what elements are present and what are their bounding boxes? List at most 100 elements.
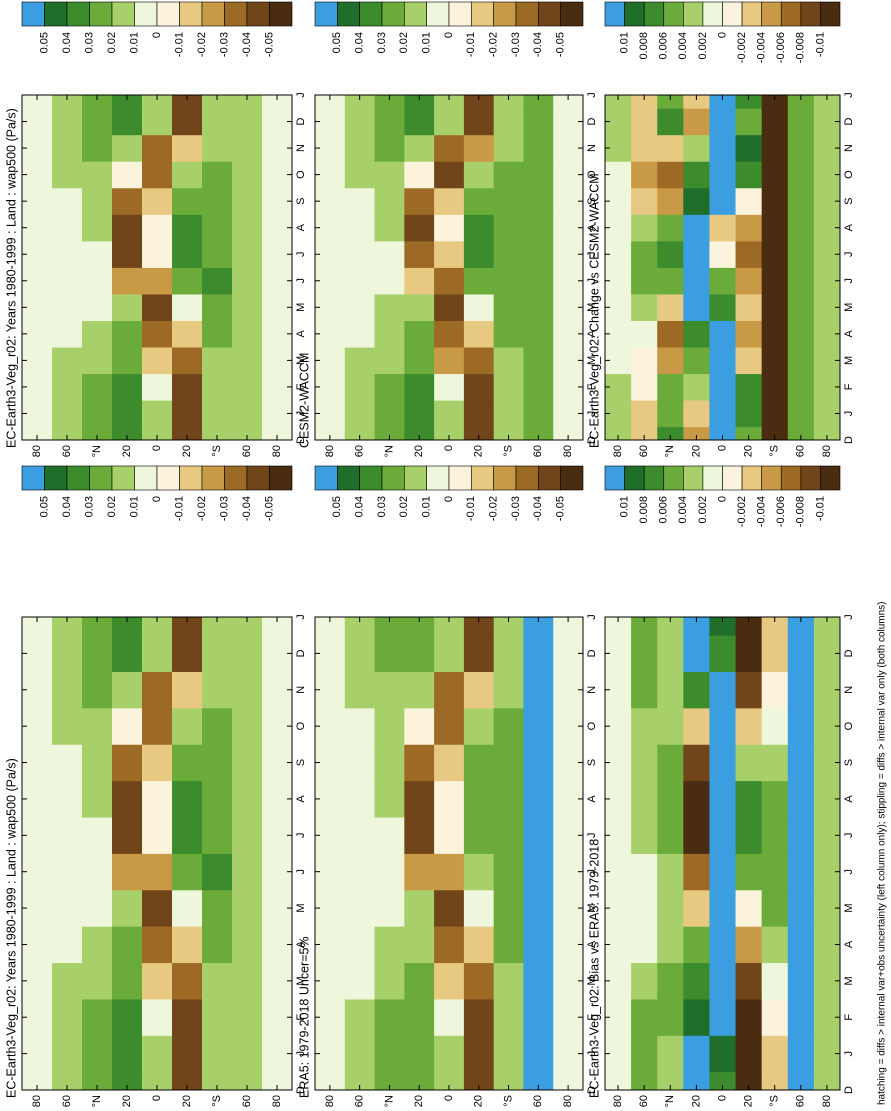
x-tick-label: J: [295, 1051, 307, 1057]
field-cell: [52, 95, 83, 109]
field-cell: [761, 134, 789, 162]
field-cell: [82, 267, 113, 295]
field-cell: [202, 347, 233, 375]
field-cell: [22, 889, 53, 927]
field-cell: [112, 373, 143, 401]
field-cell: [52, 161, 83, 189]
field-cell: [315, 617, 346, 636]
field-cell: [82, 161, 113, 189]
field-cell: [683, 267, 710, 295]
field-cell: [112, 817, 143, 854]
field-cell: [787, 744, 815, 782]
field-cell: [683, 853, 710, 891]
field-cell: [463, 240, 495, 268]
field-cell: [523, 889, 554, 927]
field-cell: [657, 817, 684, 854]
x-tick-label: J: [295, 869, 307, 875]
field-cell: [22, 926, 53, 964]
field-cell: [463, 347, 495, 375]
x-tick-label: M: [586, 976, 598, 985]
field-cell: [463, 400, 495, 428]
field-cell: [315, 267, 346, 295]
x-tick-label: S: [295, 759, 307, 766]
colorbar-label: -0.01: [173, 32, 185, 57]
x-tick-label: J: [843, 833, 855, 839]
field-cell: [787, 780, 815, 818]
field-cell: [657, 617, 684, 636]
field-cell: [404, 400, 435, 428]
field-cell: [82, 926, 113, 964]
field-cell: [374, 134, 405, 162]
field-cell: [112, 707, 143, 745]
x-tick-label: N: [295, 144, 307, 152]
field-cell: [374, 671, 405, 709]
field-cell: [344, 400, 375, 428]
x-tick-label: A: [295, 330, 307, 338]
field-cell: [315, 426, 346, 441]
field-cell: [22, 635, 53, 672]
field-cell: [434, 671, 465, 709]
field-cell: [82, 707, 113, 745]
field-cell: [82, 187, 113, 215]
field-cell: [683, 1071, 710, 1091]
colorbar-box: [156, 1, 180, 27]
x-tick-label: J: [586, 614, 598, 620]
field-cell: [683, 926, 710, 964]
y-tick-label: °S: [502, 445, 514, 457]
y-tick-label: °S: [211, 1095, 223, 1107]
field-cell: [315, 95, 346, 109]
field-cell: [813, 1071, 841, 1091]
field-cell: [82, 1035, 113, 1073]
field-cell: [202, 817, 233, 854]
colorbar-box: [448, 1, 472, 27]
x-tick-label: M: [843, 976, 855, 985]
field-cell: [52, 707, 83, 745]
colorbar-label: -0.01: [465, 32, 477, 57]
field-cell: [232, 926, 263, 964]
field-cell: [813, 426, 841, 441]
field-cell: [657, 400, 684, 428]
field-cell: [523, 108, 554, 136]
field-cell: [787, 426, 815, 441]
colorbar-label: 0.01: [618, 32, 630, 53]
field-cell: [142, 134, 173, 162]
field-cell: [142, 889, 173, 927]
colorbar-box: [471, 1, 494, 27]
y-tick-label: 80: [271, 445, 283, 457]
field-cell: [142, 426, 173, 441]
field-cell: [112, 744, 143, 782]
field-cell: [82, 999, 113, 1036]
field-cell: [709, 320, 736, 348]
field-cell: [631, 744, 658, 782]
field-cell: [434, 320, 465, 348]
field-cell: [657, 1035, 684, 1073]
field-cell: [813, 95, 841, 109]
field-cell: [344, 214, 375, 242]
field-cell: [344, 744, 375, 782]
field-cell: [493, 780, 524, 818]
colorbar-box: [683, 465, 704, 491]
colorbar-box: [269, 465, 293, 491]
field-cell: [374, 95, 405, 109]
field-cell: [112, 926, 143, 964]
field-cell: [344, 187, 375, 215]
y-tick-label: 60: [61, 1095, 73, 1107]
colorbar-box: [89, 465, 113, 491]
field-cell: [493, 240, 524, 268]
y-tick-label: 80: [324, 1095, 336, 1107]
field-cell: [709, 926, 736, 964]
field-cell: [315, 707, 346, 745]
field-cell: [631, 108, 658, 136]
field-cell: [202, 240, 233, 268]
field-cell: [22, 1035, 53, 1073]
field-cell: [683, 744, 710, 782]
field-cell: [404, 962, 435, 1000]
colorbar-label: -0.04: [241, 496, 253, 521]
field-cell: [761, 373, 789, 401]
field-cell: [202, 95, 233, 109]
x-tick-label: D: [586, 118, 598, 126]
field-cell: [232, 134, 263, 162]
field-cell: [493, 267, 524, 295]
field-cell: [172, 108, 203, 136]
field-cell: [735, 635, 763, 672]
